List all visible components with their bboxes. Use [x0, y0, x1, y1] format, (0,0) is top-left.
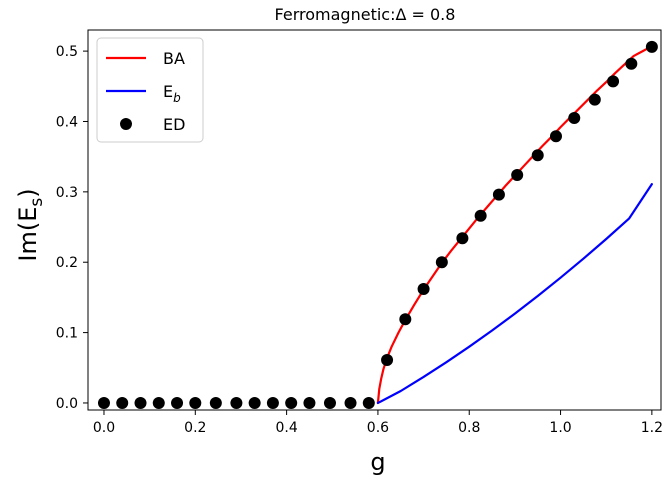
ed-data-point — [230, 396, 243, 409]
axes — [87, 29, 662, 411]
x-tick-label: 0.8 — [458, 420, 480, 436]
ed-data-point — [209, 396, 222, 409]
ed-data-point — [171, 396, 184, 409]
ed-data-point — [344, 396, 357, 409]
ed-data-point — [474, 209, 487, 222]
ed-data-point — [362, 396, 375, 409]
ed-data-point — [456, 232, 469, 245]
ed-data-point — [568, 111, 581, 124]
ed-data-point — [134, 396, 147, 409]
x-tick-label: 0.4 — [275, 420, 297, 436]
y-tick-label: 0.3 — [56, 185, 78, 201]
ed-data-point — [531, 149, 544, 162]
y-axis-label: Im(Es) — [14, 188, 47, 261]
x-axis-label: g — [370, 448, 385, 476]
legend-ed-swatch — [120, 118, 132, 130]
ed-data-point — [152, 396, 165, 409]
y-tick-label: 0.0 — [56, 396, 78, 412]
ed-data-point — [381, 354, 394, 367]
x-tick-label: 0.0 — [93, 420, 115, 436]
legend-box — [96, 37, 204, 143]
ed-data-point — [549, 130, 562, 143]
x-tick-label: 0.6 — [367, 420, 389, 436]
ed-data-point — [323, 396, 336, 409]
legend-eb-label: Eb — [163, 82, 181, 105]
ed-data-point — [588, 93, 601, 106]
ed-data-point — [97, 396, 110, 409]
legend: BA Eb ED — [96, 37, 204, 143]
y-tick-label: 0.1 — [56, 326, 78, 342]
y-tick-label: 0.2 — [56, 255, 78, 271]
series-line-e-b — [376, 183, 653, 405]
ed-data-point — [116, 396, 129, 409]
ed-data-point — [248, 396, 261, 409]
y-tick-label: 0.4 — [56, 114, 78, 130]
y-tick-label: 0.5 — [56, 44, 78, 60]
legend-ed-label: ED — [163, 115, 185, 134]
plot-area — [97, 40, 658, 409]
ed-data-point — [625, 57, 638, 70]
x-tick-label: 0.2 — [184, 420, 206, 436]
ed-data-point — [492, 188, 505, 201]
chart-title: Ferromagnetic:Δ = 0.8 — [275, 5, 456, 24]
ed-data-point — [511, 168, 524, 181]
ed-data-point — [607, 75, 620, 88]
ed-data-point — [417, 282, 430, 295]
ed-data-point — [303, 396, 316, 409]
ticks: 0.0 0.2 0.4 0.6 0.8 1.0 1.2 0.0 0.1 0.2 0.3 0.4 0.5 — [56, 44, 663, 436]
ed-data-point — [399, 313, 412, 326]
plot-frame — [87, 29, 662, 411]
x-tick-label: 1.2 — [641, 420, 663, 436]
ed-data-point — [435, 256, 448, 269]
x-tick-label: 1.0 — [549, 420, 571, 436]
legend-ba-label: BA — [163, 49, 185, 68]
ed-data-point — [285, 396, 298, 409]
ed-data-point — [266, 396, 279, 409]
ed-data-point — [189, 396, 202, 409]
ed-data-point — [645, 40, 658, 53]
